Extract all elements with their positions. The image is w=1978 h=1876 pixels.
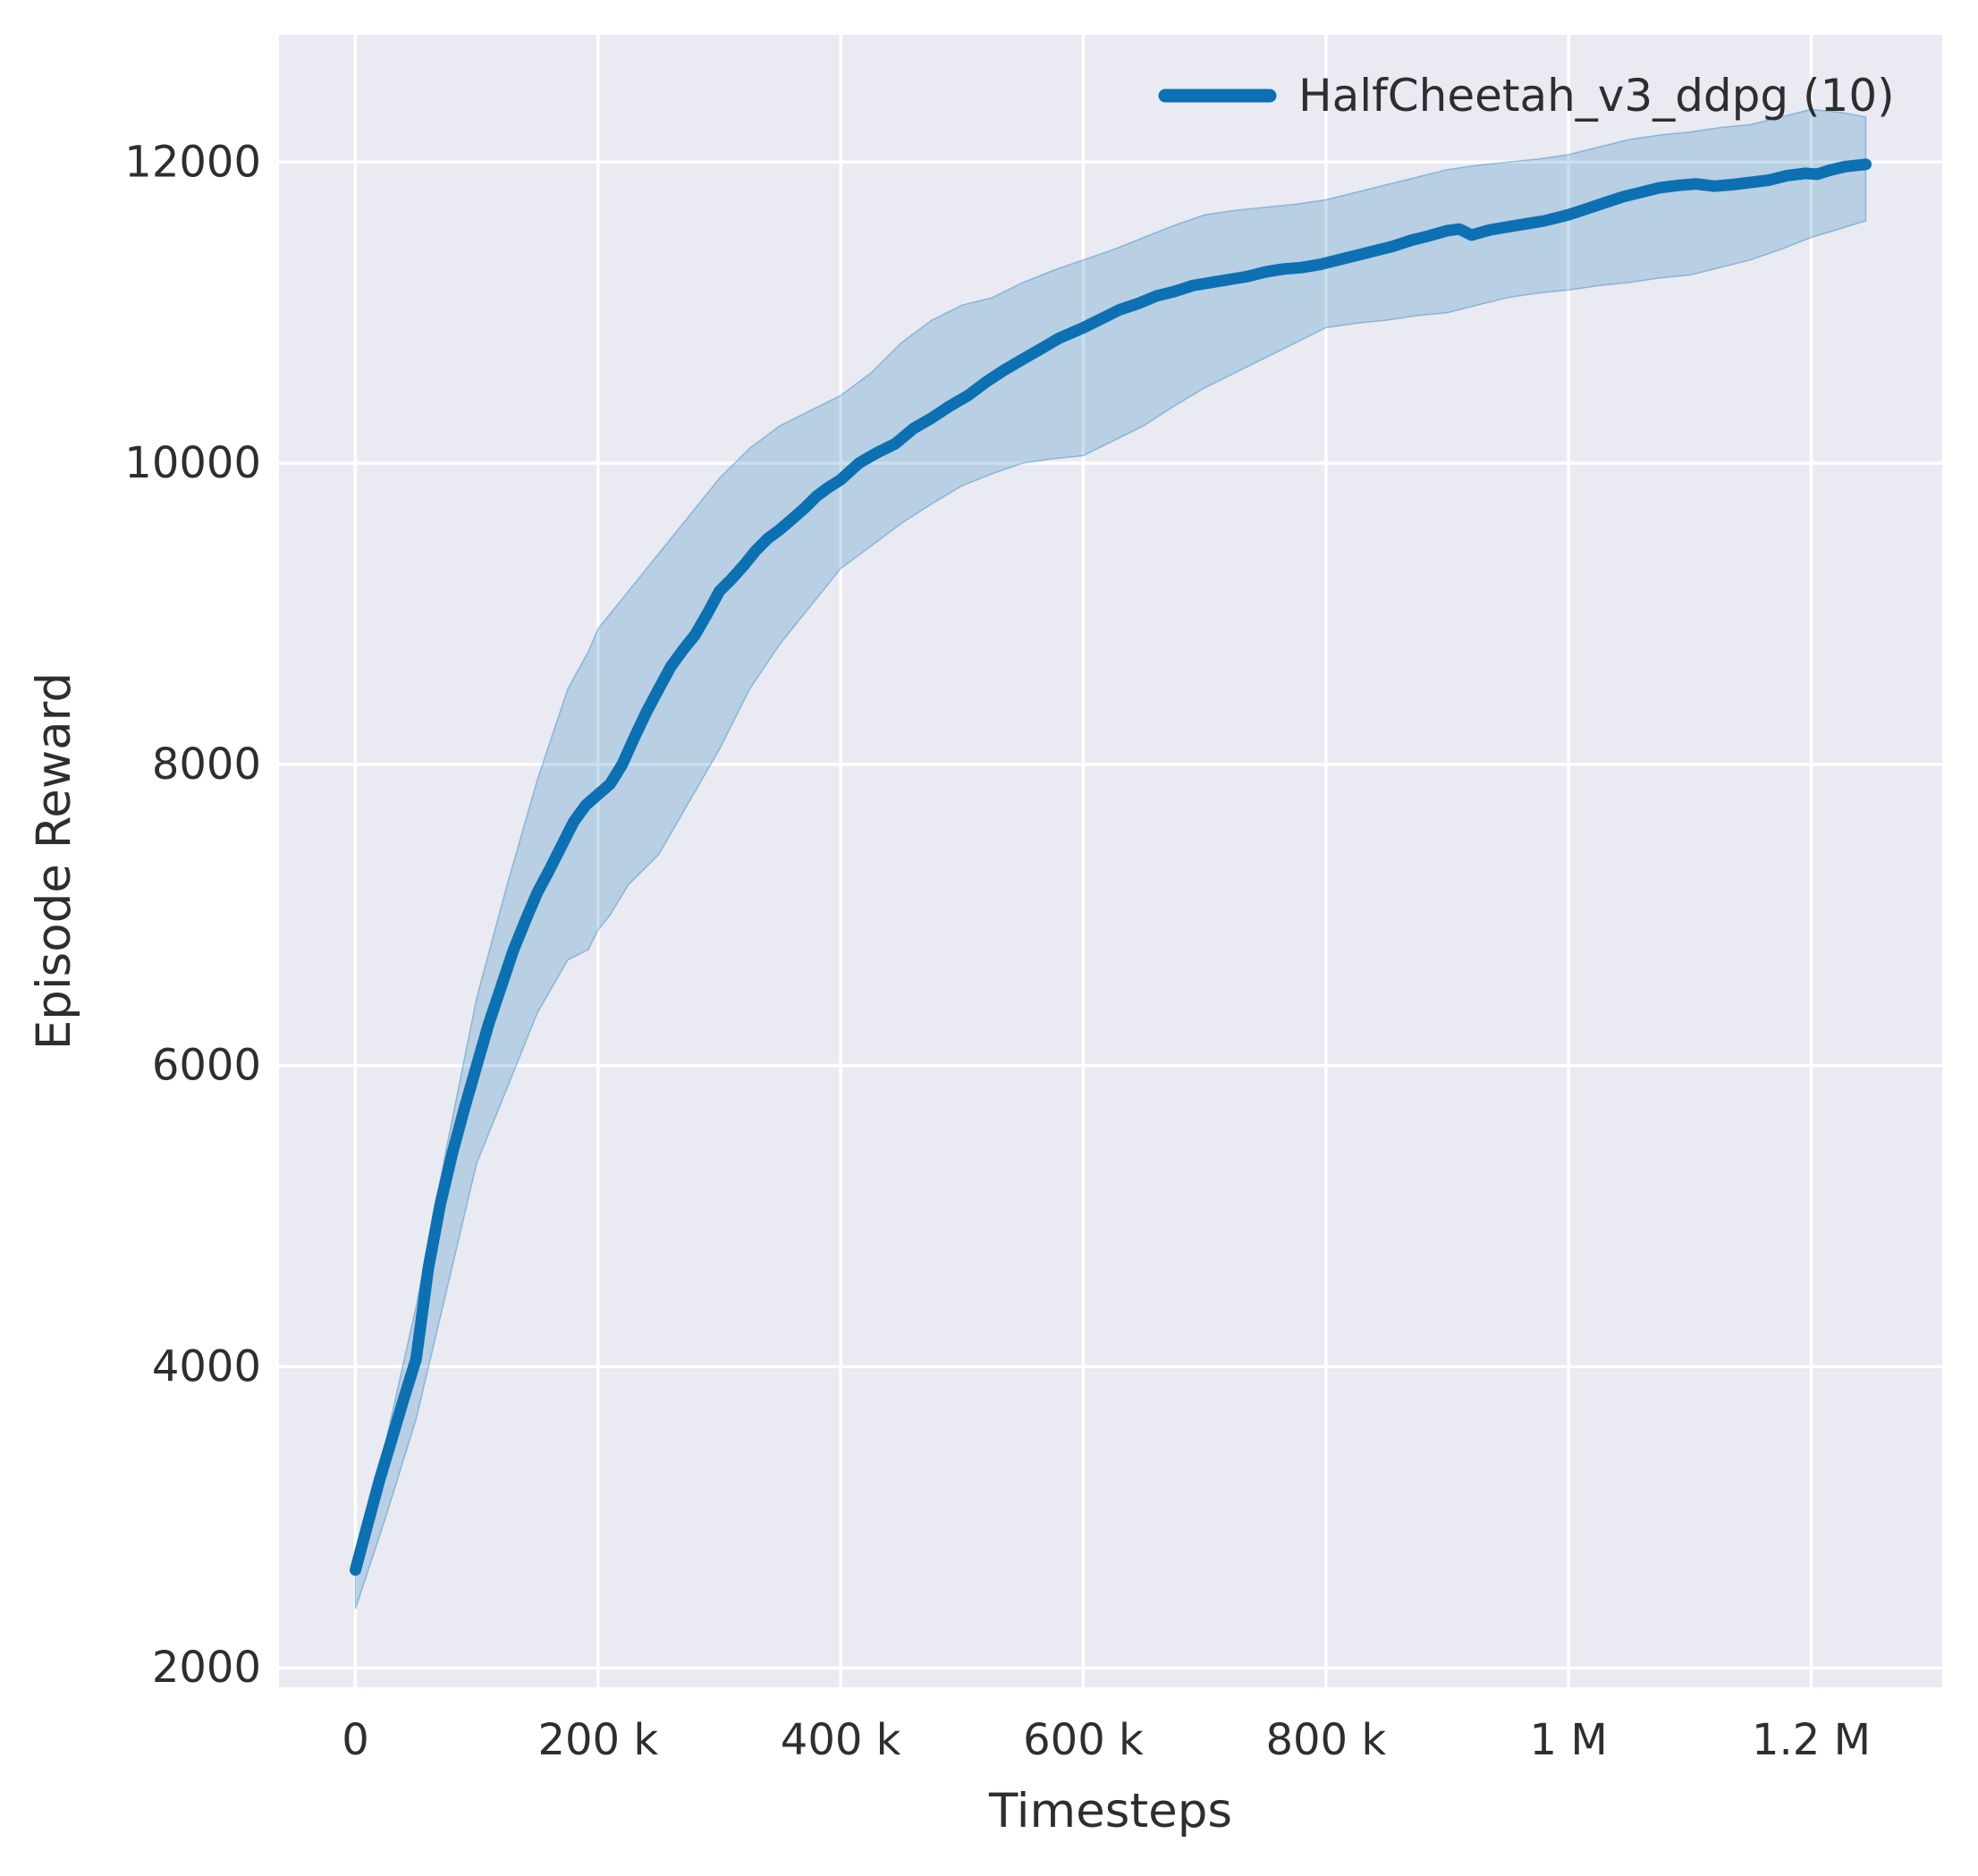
tick-label: 0 — [342, 1715, 369, 1765]
tick-label: 2000 — [152, 1643, 261, 1693]
x-axis-tick-labels: 0 200 k 400 k 600 k 800 k 1 M 1.2 M — [342, 1715, 1871, 1765]
confidence-band — [354, 108, 1867, 1610]
tick-label: 8000 — [152, 739, 261, 790]
tick-label: 1.2 M — [1752, 1715, 1871, 1765]
y-axis-label: Episode Reward — [27, 672, 81, 1050]
tick-label: 10000 — [124, 438, 261, 488]
legend-series-label: HalfCheetah_v3_ddpg (10) — [1298, 70, 1895, 122]
legend: HalfCheetah_v3_ddpg (10) — [1158, 70, 1895, 122]
tick-label: 6000 — [152, 1041, 261, 1091]
tick-label: 200 k — [537, 1715, 658, 1765]
tick-label: 800 k — [1265, 1715, 1386, 1765]
gridlines — [279, 35, 1942, 1687]
y-axis-tick-labels: 2000 4000 6000 8000 10000 12000 — [124, 137, 261, 1693]
tick-label: 12000 — [124, 137, 261, 187]
tick-label: 1 M — [1530, 1715, 1608, 1765]
x-axis-label: Timesteps — [988, 1784, 1232, 1838]
tick-label: 400 k — [781, 1715, 901, 1765]
mean-reward-line — [350, 158, 1872, 1576]
tick-label: 600 k — [1023, 1715, 1144, 1765]
tick-label: 4000 — [152, 1341, 261, 1391]
